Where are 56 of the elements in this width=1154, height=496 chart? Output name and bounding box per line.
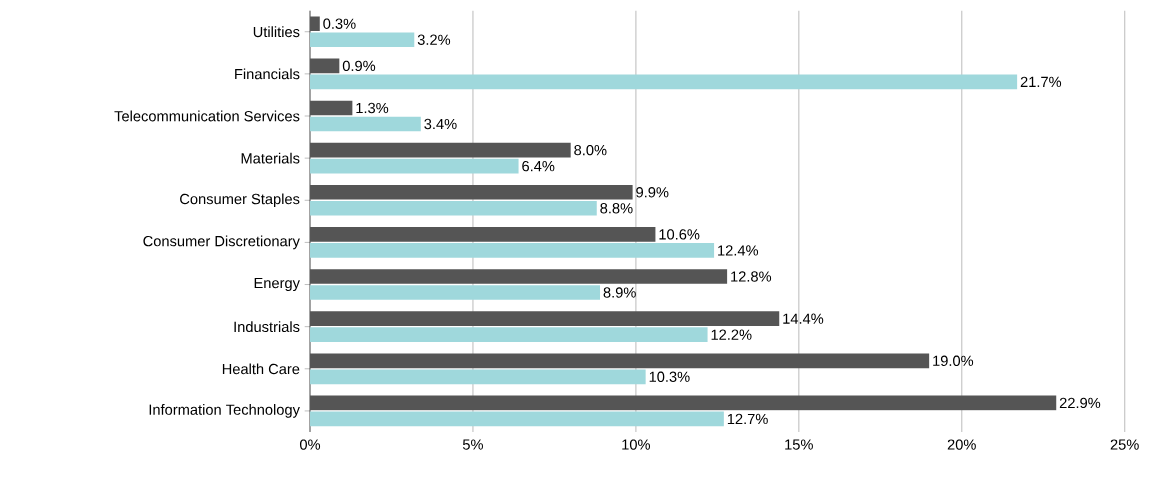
- bar: [310, 74, 1018, 90]
- x-tick-label: 15%: [785, 439, 813, 450]
- x-tick-label: 10%: [622, 439, 651, 450]
- data-label: 10.3%: [649, 371, 690, 382]
- bar: [310, 116, 421, 132]
- x-tick-label: 5%: [462, 439, 483, 450]
- data-label: 14.4%: [783, 313, 824, 324]
- data-label: 0.9%: [342, 60, 376, 72]
- y-tick-label: Consumer Discretionary: [143, 235, 300, 250]
- data-label: 8.0%: [574, 144, 607, 156]
- bar: [310, 369, 646, 385]
- bar: [310, 311, 780, 326]
- data-label: 3.2%: [417, 34, 451, 45]
- x-tick-label: 25%: [1110, 439, 1139, 450]
- data-label: 22.9%: [1059, 397, 1101, 409]
- y-tick-label: Information Technology: [149, 404, 300, 418]
- bar: [310, 327, 708, 342]
- bar: [310, 269, 728, 284]
- y-tick-label: Utilities: [253, 26, 300, 38]
- data-label: 8.9%: [603, 287, 636, 298]
- data-label: 3.4%: [424, 118, 457, 130]
- data-label: 12.7%: [727, 413, 768, 425]
- data-label: 0.3%: [323, 18, 356, 29]
- y-tick-label: Financials: [235, 68, 300, 80]
- bar: [310, 395, 1057, 411]
- bar: [310, 353, 930, 369]
- y-tick-label: Telecommunication Services: [114, 110, 300, 122]
- bar: [310, 32, 415, 48]
- x-tick-label: 0%: [299, 439, 321, 450]
- bar: [310, 227, 656, 242]
- y-tick-label: Energy: [254, 277, 300, 292]
- data-label: 10.6%: [659, 229, 700, 240]
- bar: [310, 58, 340, 74]
- data-label: 12.2%: [711, 329, 752, 340]
- bar: [310, 184, 633, 200]
- data-label: 9.9%: [636, 187, 669, 198]
- y-tick-label: Industrials: [234, 321, 300, 333]
- data-label: 6.4%: [522, 160, 555, 172]
- data-label: 12.4%: [718, 245, 759, 256]
- bar: [310, 158, 519, 174]
- y-tick-label: Materials: [241, 152, 300, 164]
- bar: [310, 142, 571, 158]
- y-tick-label: Consumer Staples: [180, 193, 300, 208]
- data-label: 12.8%: [731, 271, 772, 282]
- y-tick-label: Health Care: [222, 363, 300, 375]
- bar: [310, 100, 353, 116]
- bar: [310, 16, 320, 32]
- data-label: 8.8%: [600, 203, 633, 214]
- x-tick-label: 20%: [947, 439, 976, 450]
- data-label: 21.7%: [1020, 76, 1062, 88]
- bar: [310, 411, 724, 427]
- data-label: 19.0%: [933, 355, 974, 366]
- bar: [310, 243, 715, 258]
- data-label: 1.3%: [356, 102, 389, 114]
- bar: [310, 200, 597, 216]
- bar: [310, 285, 601, 300]
